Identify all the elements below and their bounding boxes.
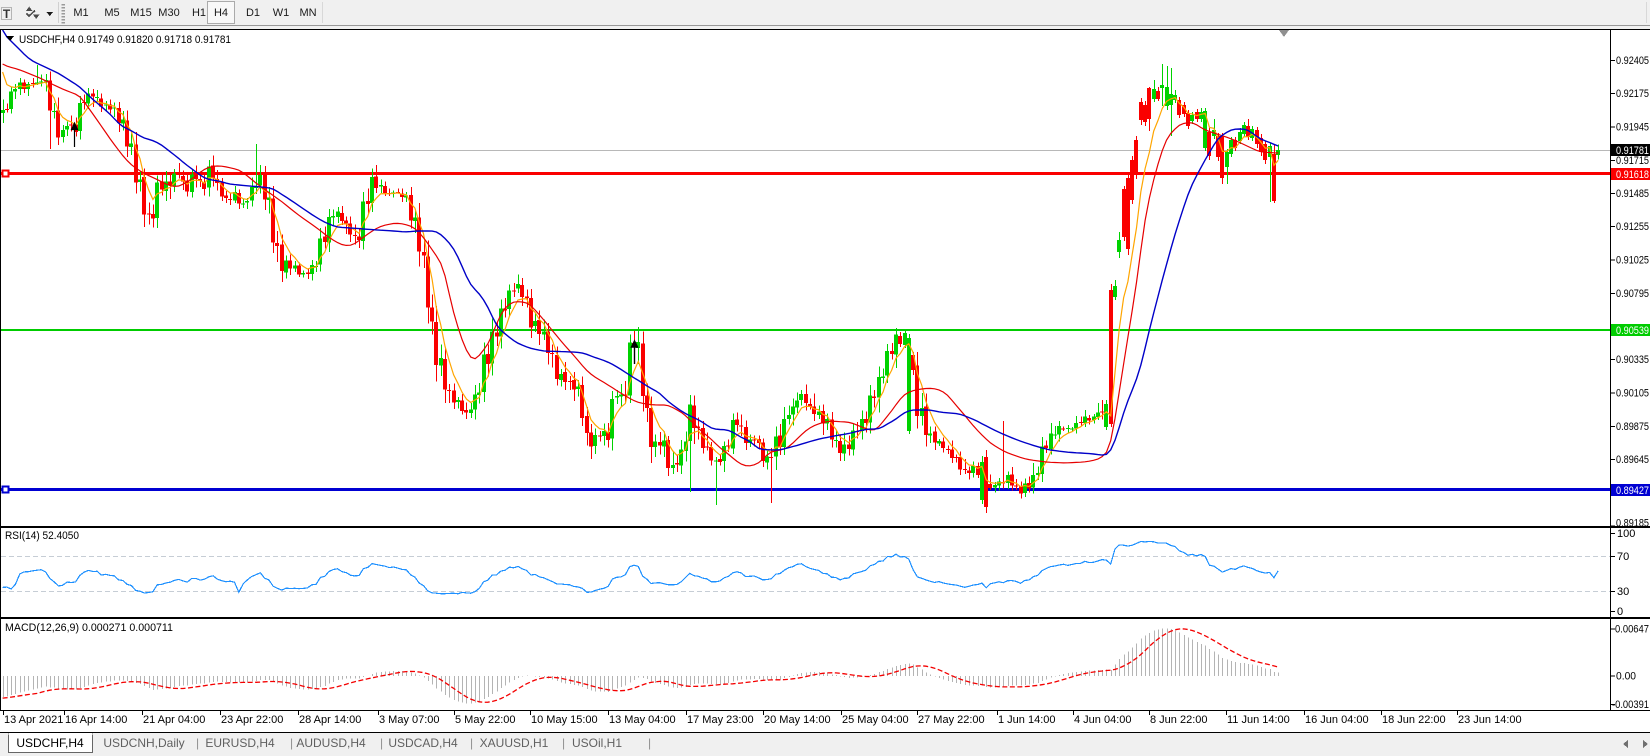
svg-text:0.91025: 0.91025 xyxy=(1616,255,1649,267)
svg-text:USDCAD,H4: USDCAD,H4 xyxy=(388,736,458,750)
svg-text:0.91485: 0.91485 xyxy=(1616,188,1649,200)
svg-text:25 May 04:00: 25 May 04:00 xyxy=(842,714,909,726)
svg-text:|: | xyxy=(380,736,383,750)
svg-text:21 Apr 04:00: 21 Apr 04:00 xyxy=(143,714,205,726)
svg-text:30: 30 xyxy=(1617,586,1629,598)
svg-text:EURUSD,H4: EURUSD,H4 xyxy=(205,736,275,750)
svg-text:70: 70 xyxy=(1617,551,1629,563)
svg-text:M30: M30 xyxy=(158,7,179,19)
svg-text:|: | xyxy=(470,736,473,750)
svg-text:11 Jun 14:00: 11 Jun 14:00 xyxy=(1227,714,1290,726)
svg-text:|: | xyxy=(290,736,293,750)
svg-text:M15: M15 xyxy=(130,7,151,19)
svg-text:0.90539: 0.90539 xyxy=(1616,325,1649,337)
svg-text:XAUUSD,H1: XAUUSD,H1 xyxy=(480,736,549,750)
svg-text:USOil,H1: USOil,H1 xyxy=(572,736,622,750)
svg-text:0.92175: 0.92175 xyxy=(1616,88,1649,100)
svg-text:|: | xyxy=(196,736,199,750)
svg-text:H1: H1 xyxy=(192,7,206,19)
svg-text:28 Apr 14:00: 28 Apr 14:00 xyxy=(299,714,361,726)
svg-text:5 May 22:00: 5 May 22:00 xyxy=(455,714,516,726)
svg-text:D1: D1 xyxy=(246,7,260,19)
svg-text:MACD(12,26,9) 0.000271 0.00071: MACD(12,26,9) 0.000271 0.000711 xyxy=(5,622,173,634)
svg-text:18 Jun 22:00: 18 Jun 22:00 xyxy=(1382,714,1446,726)
svg-text:0.90105: 0.90105 xyxy=(1616,388,1649,400)
svg-text:0.89875: 0.89875 xyxy=(1616,421,1649,433)
svg-text:10 May 15:00: 10 May 15:00 xyxy=(531,714,598,726)
svg-text:H4: H4 xyxy=(214,7,228,19)
svg-text:0.89427: 0.89427 xyxy=(1616,485,1649,497)
svg-text:MN: MN xyxy=(299,7,316,19)
svg-text:8 Jun 22:00: 8 Jun 22:00 xyxy=(1150,714,1208,726)
svg-text:|: | xyxy=(562,736,565,750)
svg-text:0.00: 0.00 xyxy=(1616,671,1636,683)
svg-text:RSI(14) 52.4050: RSI(14) 52.4050 xyxy=(5,530,79,542)
svg-text:|: | xyxy=(648,736,651,750)
svg-text:W1: W1 xyxy=(273,7,290,19)
svg-text:27 May 22:00: 27 May 22:00 xyxy=(918,714,985,726)
svg-text:0.91781: 0.91781 xyxy=(1616,145,1649,157)
svg-text:4 Jun 04:00: 4 Jun 04:00 xyxy=(1074,714,1132,726)
svg-text:23 Apr 22:00: 23 Apr 22:00 xyxy=(221,714,283,726)
svg-text:20 May 14:00: 20 May 14:00 xyxy=(764,714,831,726)
svg-text:100: 100 xyxy=(1617,528,1635,540)
svg-text:13 May 04:00: 13 May 04:00 xyxy=(609,714,676,726)
svg-text:USDCHF,H4: USDCHF,H4 xyxy=(16,736,84,750)
svg-text:16 Jun 04:00: 16 Jun 04:00 xyxy=(1305,714,1369,726)
svg-text:17 May 23:00: 17 May 23:00 xyxy=(687,714,754,726)
svg-text:13 Apr 2021: 13 Apr 2021 xyxy=(4,714,63,726)
svg-text:1 Jun 14:00: 1 Jun 14:00 xyxy=(998,714,1056,726)
svg-text:M5: M5 xyxy=(104,7,119,19)
svg-text:3 May 07:00: 3 May 07:00 xyxy=(379,714,440,726)
svg-text:0.91715: 0.91715 xyxy=(1616,155,1649,167)
svg-text:0.91255: 0.91255 xyxy=(1616,221,1649,233)
svg-text:0.90795: 0.90795 xyxy=(1616,288,1649,300)
svg-text:0.90335: 0.90335 xyxy=(1616,354,1649,366)
svg-text:M1: M1 xyxy=(73,7,88,19)
svg-text:0.89185: 0.89185 xyxy=(1616,518,1649,530)
svg-text:0.00647: 0.00647 xyxy=(1615,624,1649,636)
svg-text:23 Jun 14:00: 23 Jun 14:00 xyxy=(1458,714,1522,726)
svg-text:AUDUSD,H4: AUDUSD,H4 xyxy=(296,736,366,750)
svg-text:0.91618: 0.91618 xyxy=(1616,169,1649,181)
svg-text:0.91945: 0.91945 xyxy=(1616,122,1649,134)
svg-text:0.89645: 0.89645 xyxy=(1616,454,1649,466)
svg-text:16 Apr 14:00: 16 Apr 14:00 xyxy=(65,714,127,726)
svg-text:USDCHF,H4 0.91749 0.91820 0.9: USDCHF,H4 0.91749 0.91820 0.91718 0.9178… xyxy=(19,34,231,46)
svg-text:USDCNH,Daily: USDCNH,Daily xyxy=(103,736,184,750)
svg-text:-0.00391: -0.00391 xyxy=(1612,699,1649,711)
svg-text:0.92405: 0.92405 xyxy=(1616,55,1649,67)
svg-text:0: 0 xyxy=(1617,606,1623,618)
svg-text:T: T xyxy=(3,7,11,21)
